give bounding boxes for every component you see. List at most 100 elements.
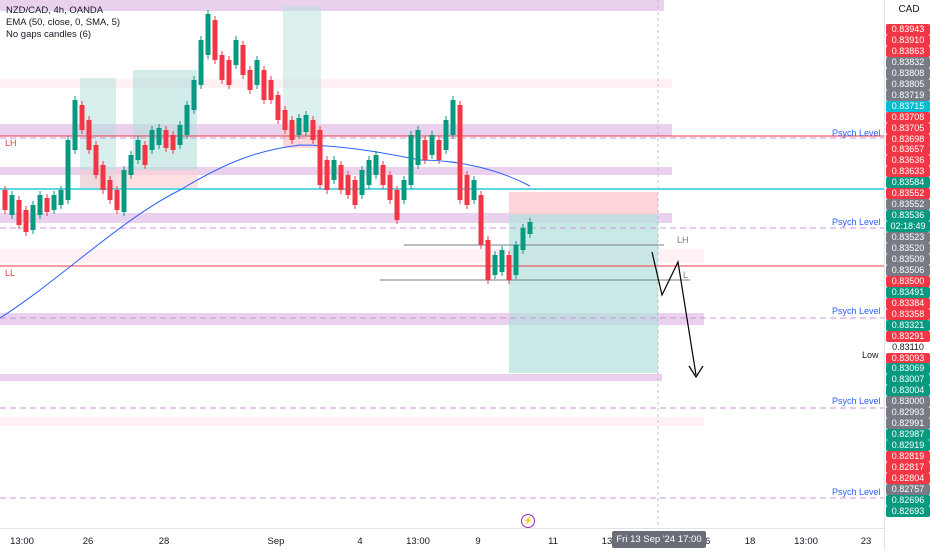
price-tag: 0.83523 [886, 232, 930, 244]
candle-body [107, 180, 113, 200]
ema-line [0, 144, 531, 319]
candle-body [450, 100, 456, 135]
psych-level-label: Psych Level [832, 217, 881, 227]
price-tag: 0.82757 [886, 483, 930, 495]
candle-body [261, 70, 267, 100]
price-tag: 0.83291 [886, 330, 930, 342]
price-tag: 0.83007 [886, 374, 930, 386]
currency-label[interactable]: CAD [898, 4, 920, 15]
price-chart[interactable] [0, 0, 884, 528]
price-tag: 0.83805 [886, 78, 930, 90]
price-tag: 0.83093 [886, 352, 930, 364]
candle-body [380, 165, 386, 185]
zone-rect [0, 0, 664, 11]
price-tag: 0.82693 [886, 505, 930, 517]
price-tag: 0.83863 [886, 45, 930, 57]
price-tag: 0.82919 [886, 440, 930, 452]
price-tag: 0.83004 [886, 385, 930, 397]
candle-body [9, 195, 15, 215]
candle-body [198, 40, 204, 85]
zone-rect [0, 374, 662, 381]
price-tag: 0.83657 [886, 144, 930, 156]
price-tag: 0.82804 [886, 472, 930, 484]
candle-body [520, 228, 526, 250]
l-right-label: L [683, 270, 689, 280]
candle-body [58, 190, 64, 205]
candle-body [338, 165, 344, 190]
candle-body [429, 135, 435, 155]
candle-body [275, 95, 281, 120]
time-label: 13 [601, 536, 613, 547]
price-tag: 0.83000 [886, 396, 930, 408]
candle-body [366, 160, 372, 185]
ema-indicator-label[interactable]: EMA (50, close, 0, SMA, 5) [6, 17, 121, 28]
candle-body [345, 175, 351, 195]
price-tag: 0.83552 [886, 199, 930, 211]
candle-body [226, 60, 232, 85]
price-axis[interactable]: CAD 0.83943 0.83910 0.83863 0.83832 0.83808 0… [884, 0, 932, 550]
candle-body [387, 175, 393, 200]
lh-left-label: LH [5, 138, 17, 148]
candle-body [310, 120, 316, 140]
psych-level-label: Psych Level [832, 487, 881, 497]
candle-body [324, 160, 330, 190]
candle-body [51, 195, 57, 210]
price-tag: 0.83321 [886, 319, 930, 331]
chart-area[interactable]: NZD/CAD, 4h, OANDA EMA (50, close, 0, SM… [0, 0, 884, 528]
candle-body [44, 198, 50, 212]
candle-body [499, 250, 505, 272]
gaps-indicator-label[interactable]: No gaps candles (6) [6, 29, 92, 40]
candle-body [191, 80, 197, 110]
time-label: 11 [548, 536, 558, 547]
time-label: 13:00 [794, 536, 818, 547]
zone-rect [0, 79, 672, 88]
candle-body [436, 140, 442, 160]
candle-body [37, 195, 43, 215]
stop-zone [509, 192, 658, 214]
candle-body [254, 60, 260, 85]
lightning-icon[interactable]: ⚡ [521, 514, 535, 528]
candle-body [527, 222, 533, 234]
candle-body [233, 40, 239, 65]
candle-body [492, 255, 498, 275]
price-tag: 0.83910 [886, 34, 930, 46]
candle-body [219, 55, 225, 80]
price-tag: 0.83491 [886, 286, 930, 298]
price-tag: 0.83705 [886, 122, 930, 134]
candle-body [30, 205, 36, 230]
candle-body [205, 14, 211, 55]
candle-body [170, 135, 176, 150]
price-tag: 0.82696 [886, 494, 930, 506]
candle-body [352, 180, 358, 205]
candle-body [121, 170, 127, 212]
candle-body [93, 145, 99, 175]
candle-body [415, 130, 421, 165]
arrow-head-icon [688, 365, 704, 379]
time-label: 13:00 [406, 536, 430, 547]
symbol-label[interactable]: NZD/CAD, 4h, OANDA [6, 5, 104, 16]
candle-body [408, 135, 414, 185]
candle-body [2, 190, 8, 210]
price-tag: 0.83943 [886, 24, 930, 35]
price-tag: 0.83633 [886, 166, 930, 178]
time-label: 18 [744, 536, 756, 547]
candle-body [23, 210, 29, 232]
candle-body [184, 105, 190, 135]
candle-body [443, 120, 449, 150]
price-tag: 0.83808 [886, 67, 930, 79]
candle-body [65, 140, 71, 200]
zone-rect [0, 213, 672, 223]
chart-legend: NZD/CAD, 4h, OANDA EMA (50, close, 0, SM… [6, 5, 120, 41]
candle-body [79, 105, 85, 130]
candle-body [163, 130, 169, 148]
price-tag: 0.83552 [886, 188, 930, 200]
zone-rect [0, 417, 704, 426]
psych-level-label: Psych Level [832, 396, 881, 406]
highlight-zone [283, 6, 321, 140]
candle-body [464, 175, 470, 205]
time-label: 28 [158, 536, 170, 547]
candle-body [114, 190, 120, 210]
price-tag: 0.83584 [886, 177, 930, 189]
candle-body [331, 160, 337, 180]
